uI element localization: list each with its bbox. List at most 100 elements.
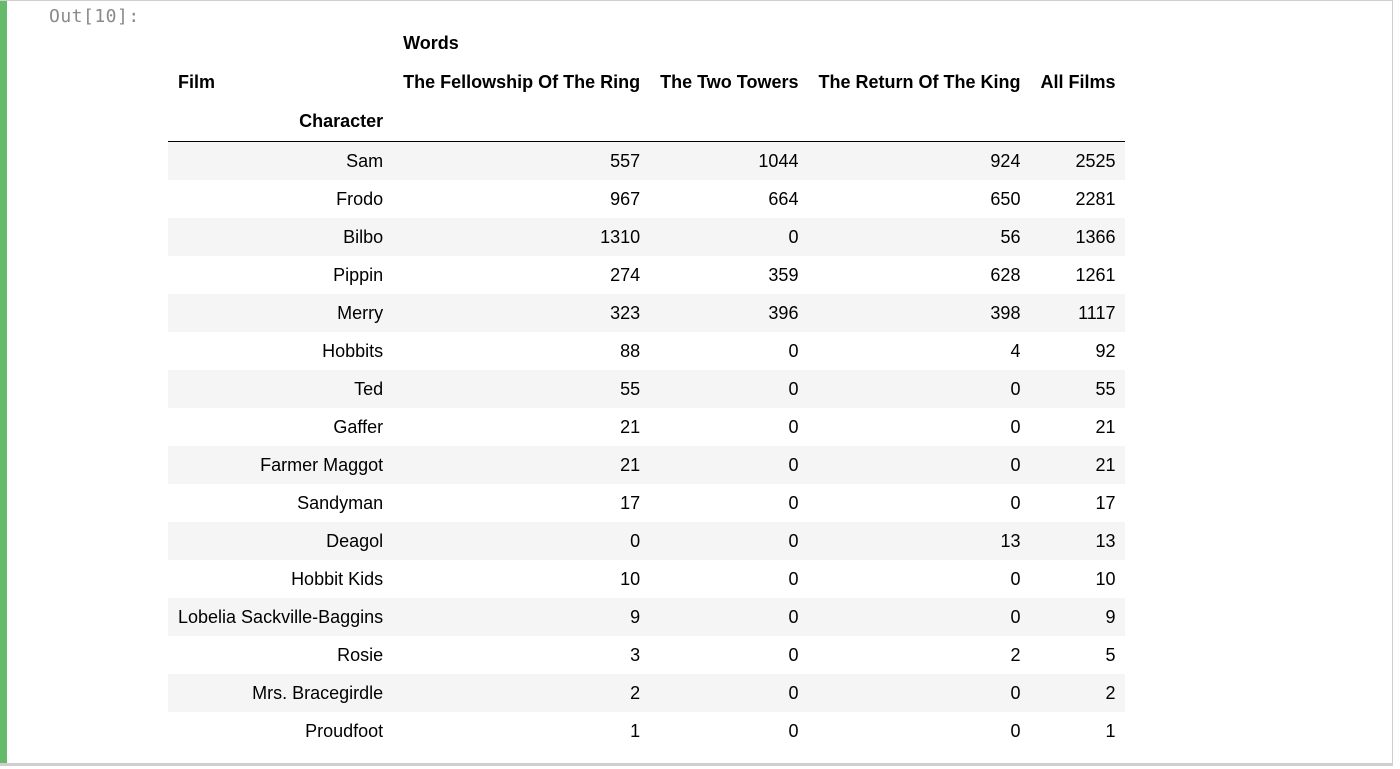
row-index-character: Pippin bbox=[333, 264, 384, 285]
table-cell: 5 bbox=[1105, 644, 1116, 665]
table-cell: 274 bbox=[610, 264, 641, 285]
header-blank bbox=[1030, 24, 1125, 63]
table-cell: 628 bbox=[990, 264, 1021, 285]
header-blank bbox=[168, 24, 393, 63]
table-cell: 0 bbox=[788, 682, 799, 703]
table-row: Deagol 0 0 13 13 bbox=[168, 522, 1126, 560]
table-cell: 56 bbox=[1000, 226, 1021, 247]
header-row-index: Character bbox=[168, 102, 1126, 142]
table-cell: 0 bbox=[788, 492, 799, 513]
table-cell: 9 bbox=[1105, 606, 1116, 627]
column-header: All Films bbox=[1040, 72, 1116, 92]
header-blank bbox=[650, 24, 808, 63]
header-blank bbox=[808, 102, 1031, 142]
column-header: The Two Towers bbox=[660, 72, 799, 92]
table-cell: 2281 bbox=[1075, 188, 1116, 209]
table-header: Words Film The Fellowship Of The Ring Th… bbox=[168, 24, 1126, 142]
table-cell: 2 bbox=[1010, 644, 1021, 665]
table-cell: 0 bbox=[788, 568, 799, 589]
column-header: The Return Of The King bbox=[818, 72, 1021, 92]
table-row: Pippin 274 359 628 1261 bbox=[168, 256, 1126, 294]
table-cell: 92 bbox=[1095, 340, 1116, 361]
table-cell: 0 bbox=[788, 720, 799, 741]
table-cell: 13 bbox=[1000, 530, 1021, 551]
row-index-character: Proudfoot bbox=[305, 720, 384, 741]
table-cell: 4 bbox=[1010, 340, 1021, 361]
table-cell: 396 bbox=[768, 302, 799, 323]
row-index-character: Sam bbox=[346, 150, 384, 171]
table-cell: 1 bbox=[1105, 720, 1116, 741]
table-cell: 0 bbox=[788, 606, 799, 627]
table-cell: 650 bbox=[990, 188, 1021, 209]
table-cell: 21 bbox=[620, 454, 641, 475]
cell-bottom-border bbox=[0, 764, 1393, 766]
table-cell: 2 bbox=[1105, 682, 1116, 703]
row-index-character: Ted bbox=[354, 378, 384, 399]
table-cell: 664 bbox=[768, 188, 799, 209]
table-cell: 3 bbox=[630, 644, 641, 665]
table-cell: 10 bbox=[1095, 568, 1116, 589]
table-cell: 0 bbox=[788, 416, 799, 437]
table-body: Sam 557 1044 924 2525 Frodo 967 664 650 2281 Bilbo… bbox=[168, 141, 1126, 750]
index-name-character: Character bbox=[168, 102, 394, 142]
row-index-character: Hobbits bbox=[322, 340, 384, 361]
table-cell: 21 bbox=[620, 416, 641, 437]
row-index-character: Mrs. Bracegirdle bbox=[252, 682, 384, 703]
table-row: Hobbit Kids 10 0 0 10 bbox=[168, 560, 1126, 598]
table-row: Gaffer 21 0 0 21 bbox=[168, 408, 1126, 446]
table-row: Farmer Maggot 21 0 0 21 bbox=[168, 446, 1126, 484]
table-cell: 0 bbox=[788, 340, 799, 361]
table-cell: 0 bbox=[788, 226, 799, 247]
header-row-films: Film The Fellowship Of The Ring The Two … bbox=[168, 63, 1125, 102]
table-cell: 0 bbox=[1010, 492, 1021, 513]
row-index-character: Merry bbox=[337, 302, 384, 323]
table-cell: 323 bbox=[610, 302, 641, 323]
table-row: Lobelia Sackville-Baggins 9 0 0 9 bbox=[168, 598, 1126, 636]
table-cell: 0 bbox=[788, 644, 799, 665]
header-row-level0: Words bbox=[168, 24, 1125, 63]
table-cell: 0 bbox=[1010, 416, 1021, 437]
table-row: Frodo 967 664 650 2281 bbox=[168, 180, 1126, 218]
header-words: Words bbox=[403, 33, 459, 53]
columns-name-film: Film bbox=[178, 72, 216, 92]
row-index-character: Frodo bbox=[336, 188, 384, 209]
dataframe-table: Words Film The Fellowship Of The Ring Th… bbox=[168, 24, 1126, 750]
table-cell: 1044 bbox=[758, 150, 799, 171]
table-cell: 88 bbox=[620, 340, 641, 361]
table-row: Mrs. Bracegirdle 2 0 0 2 bbox=[168, 674, 1126, 712]
table-cell: 13 bbox=[1095, 530, 1116, 551]
output-prompt: Out[10]: bbox=[49, 6, 140, 27]
table-cell: 9 bbox=[630, 606, 641, 627]
table-row: Hobbits 88 0 4 92 bbox=[168, 332, 1126, 370]
table-cell: 0 bbox=[788, 530, 799, 551]
table-cell: 2 bbox=[630, 682, 641, 703]
table-cell: 1310 bbox=[600, 226, 641, 247]
header-blank bbox=[1030, 102, 1126, 142]
table-cell: 21 bbox=[1095, 454, 1116, 475]
table-row: Merry 323 396 398 1117 bbox=[168, 294, 1126, 332]
table-cell: 17 bbox=[620, 492, 641, 513]
table-row: Sam 557 1044 924 2525 bbox=[168, 141, 1126, 180]
table-cell: 0 bbox=[630, 530, 641, 551]
table-cell: 1261 bbox=[1075, 264, 1116, 285]
header-blank bbox=[393, 102, 651, 142]
table-cell: 0 bbox=[1010, 720, 1021, 741]
cell-selection-bar bbox=[0, 0, 7, 766]
table-cell: 0 bbox=[1010, 454, 1021, 475]
row-index-character: Rosie bbox=[337, 644, 384, 665]
table-cell: 0 bbox=[1010, 378, 1021, 399]
header-blank bbox=[808, 24, 1030, 63]
table-cell: 0 bbox=[788, 378, 799, 399]
table-cell: 55 bbox=[1095, 378, 1116, 399]
table-cell: 924 bbox=[990, 150, 1021, 171]
table-cell: 0 bbox=[788, 454, 799, 475]
table-cell: 1 bbox=[630, 720, 641, 741]
table-cell: 1117 bbox=[1078, 302, 1116, 323]
table-cell: 557 bbox=[610, 150, 641, 171]
table-cell: 2525 bbox=[1075, 150, 1116, 171]
row-index-character: Bilbo bbox=[343, 226, 384, 247]
table-row: Rosie 3 0 2 5 bbox=[168, 636, 1126, 674]
table-row: Ted 55 0 0 55 bbox=[168, 370, 1126, 408]
row-index-character: Gaffer bbox=[333, 416, 384, 437]
